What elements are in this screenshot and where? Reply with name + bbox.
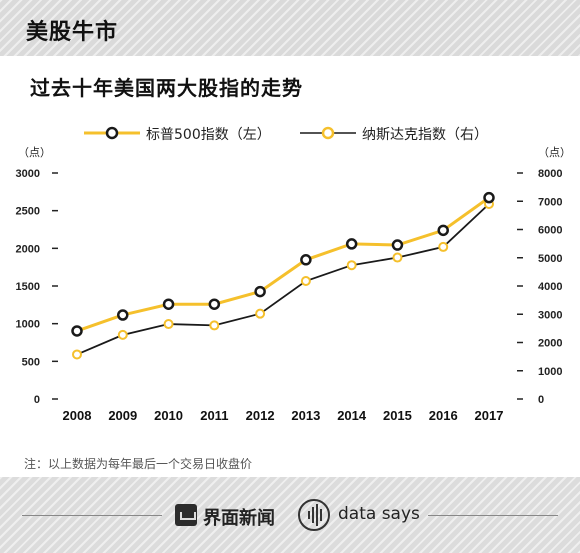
header-label: 美股牛市 bbox=[26, 20, 119, 45]
data-point-nasdaq bbox=[438, 241, 449, 252]
tv-logo-icon bbox=[175, 504, 197, 526]
y-tick-label-left: 2500 bbox=[16, 206, 40, 218]
data-point-nasdaq bbox=[209, 320, 220, 331]
data-point-nasdaq bbox=[346, 260, 357, 271]
data-point-sp500 bbox=[345, 238, 358, 250]
footer-rule-left bbox=[22, 515, 162, 516]
y-tick-label-left: 1500 bbox=[16, 281, 40, 293]
data-point-sp500 bbox=[437, 224, 449, 237]
x-tick-label: 2012 bbox=[246, 408, 275, 423]
y-axis-left-unit: （点） bbox=[18, 146, 51, 159]
data-point-nasdaq bbox=[255, 308, 266, 319]
series-line-nasdaq bbox=[76, 203, 490, 356]
x-tick-label: 2013 bbox=[291, 408, 320, 423]
data-point-sp500 bbox=[208, 298, 221, 310]
y-tick-label-left: 3000 bbox=[16, 168, 40, 180]
soundwave-logo-icon bbox=[298, 499, 330, 531]
data-point-nasdaq bbox=[300, 275, 311, 286]
data-point-sp500 bbox=[483, 191, 495, 204]
data-point-sp500 bbox=[71, 325, 83, 337]
x-tick-label: 2009 bbox=[108, 408, 137, 423]
data-point-nasdaq bbox=[163, 319, 174, 330]
footer-rule-right bbox=[428, 515, 558, 516]
series-line-sp500 bbox=[76, 196, 490, 333]
y-tick-label-right: 2000 bbox=[538, 338, 562, 350]
x-tick-label: 2011 bbox=[200, 408, 228, 423]
line-chart: （点） （点） 0 500 1000 1500 2000 2500 3000 0 1000 2000 3… bbox=[16, 146, 571, 423]
brand-name-en: data says bbox=[338, 504, 420, 524]
y-tick-label-right: 0 bbox=[538, 394, 544, 406]
data-point-nasdaq bbox=[117, 329, 128, 340]
y-tick-label-right: 4000 bbox=[538, 281, 562, 293]
data-point-sp500 bbox=[117, 309, 129, 321]
y-tick-label-left: 0 bbox=[34, 394, 40, 406]
legend-swatch-sp500 bbox=[84, 126, 140, 140]
x-tick-label: 2017 bbox=[475, 408, 504, 423]
brand-name-cn: 界面新闻 bbox=[203, 508, 275, 529]
y-tick-label-left: 500 bbox=[22, 356, 40, 368]
data-point-sp500 bbox=[300, 254, 312, 266]
footnote: 注：以上数据为每年最后一个交易日收盘价 bbox=[24, 457, 253, 471]
legend-label-nasdaq: 纳斯达克指数（右） bbox=[362, 127, 488, 143]
y-tick-label-right: 6000 bbox=[538, 225, 562, 237]
y-tick-label-left: 1000 bbox=[16, 319, 40, 331]
data-point-nasdaq bbox=[72, 349, 82, 360]
x-tick-label: 2010 bbox=[154, 408, 183, 423]
y-tick-label-right: 1000 bbox=[538, 366, 562, 378]
data-point-sp500 bbox=[391, 239, 404, 251]
data-point-nasdaq bbox=[392, 252, 403, 263]
legend-swatch-nasdaq bbox=[300, 126, 356, 140]
data-point-sp500 bbox=[254, 285, 266, 298]
header-band: 美股牛市 bbox=[0, 0, 580, 56]
footer-band: 界面新闻 data says bbox=[0, 477, 580, 553]
x-tick-label: 2016 bbox=[429, 408, 458, 423]
data-point-sp500 bbox=[162, 298, 175, 310]
y-tick-label-right: 8000 bbox=[538, 168, 562, 180]
y-tick-label-right: 3000 bbox=[538, 309, 562, 321]
x-tick-label: 2008 bbox=[63, 408, 92, 423]
x-tick-label: 2015 bbox=[383, 408, 412, 423]
chart-title: 过去十年美国两大股指的走势 bbox=[30, 76, 303, 100]
x-tick-label: 2014 bbox=[337, 408, 367, 423]
legend-label-sp500: 标普500指数（左） bbox=[146, 127, 271, 143]
y-tick-label-right: 7000 bbox=[538, 196, 562, 208]
y-tick-label-right: 5000 bbox=[538, 253, 562, 265]
y-axis-right-unit: （点） bbox=[538, 146, 571, 159]
y-tick-label-left: 2000 bbox=[16, 243, 40, 255]
